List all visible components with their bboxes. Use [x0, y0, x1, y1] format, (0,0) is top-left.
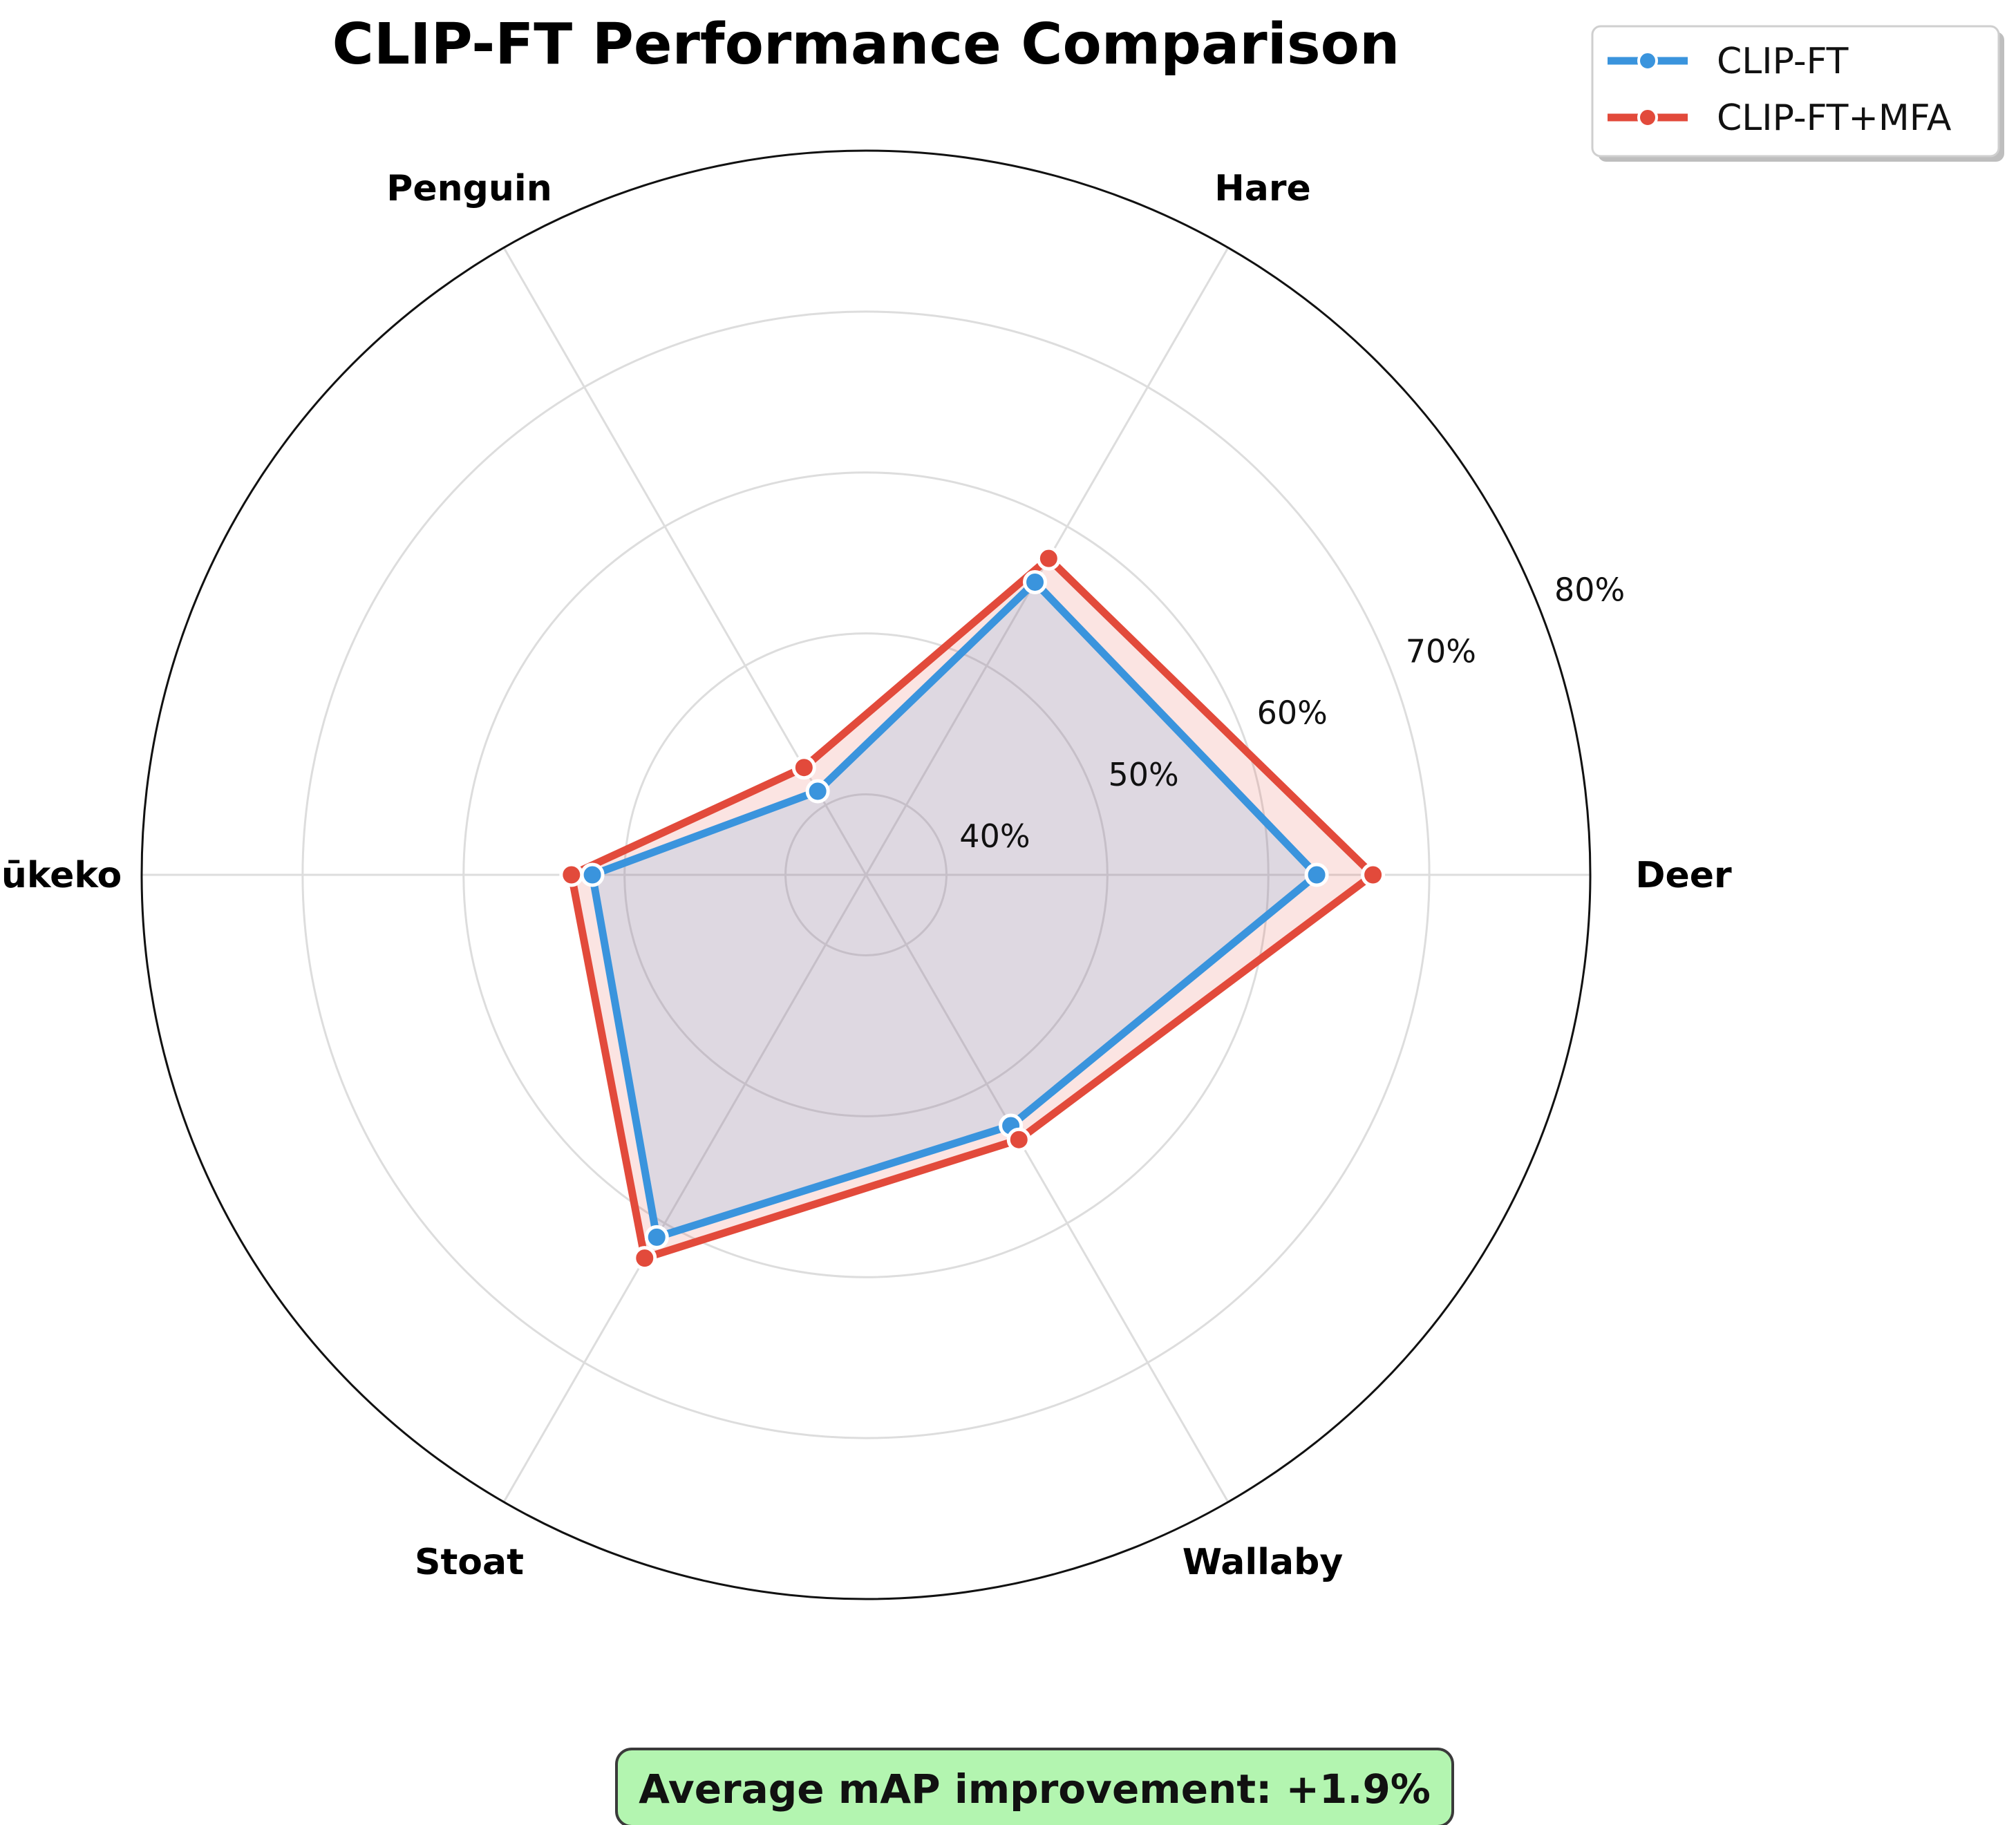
- radar-grid: [140, 149, 1592, 1600]
- legend-marker: [1637, 107, 1658, 128]
- series-fill: [592, 582, 1317, 1238]
- radar-series: [559, 546, 1386, 1271]
- annotation-text: Average mAP improvement: +1.9%: [639, 1766, 1431, 1813]
- chart-title: CLIP-FT Performance Comparison: [332, 12, 1400, 77]
- legend-marker: [1637, 50, 1658, 71]
- legend-label: CLIP-FT: [1717, 41, 1849, 82]
- category-label: Pūkeko: [0, 855, 122, 896]
- data-point: [580, 862, 605, 887]
- legend: CLIP-FT CLIP-FT+MFA: [1591, 25, 2004, 162]
- outer-circle: [140, 149, 1592, 1600]
- r-tick-label: 40%: [959, 817, 1030, 855]
- data-point: [644, 1224, 669, 1249]
- spoke-line: [865, 874, 1230, 1503]
- r-tick-label: 60%: [1257, 694, 1328, 732]
- data-point: [1036, 546, 1061, 571]
- category-label: Stoat: [415, 1542, 524, 1583]
- legend-label: CLIP-FT+MFA: [1717, 97, 1952, 139]
- data-point: [632, 1246, 657, 1271]
- radar-labels: Deer Hare Penguin Pūkeko Stoat Wallaby 40% 50% 6…: [0, 168, 1732, 1583]
- data-point: [805, 779, 830, 804]
- series-fill: [571, 558, 1373, 1258]
- r-tick-label: 70%: [1406, 633, 1476, 670]
- legend-box: [1591, 25, 2000, 158]
- category-label: Deer: [1635, 855, 1732, 896]
- data-point: [791, 755, 816, 780]
- data-point: [1023, 569, 1048, 594]
- r-tick-label: 50%: [1108, 756, 1178, 793]
- data-point: [1304, 862, 1329, 887]
- r-tick-label: 80%: [1554, 571, 1625, 608]
- category-label: Penguin: [386, 168, 552, 209]
- category-label: Hare: [1214, 168, 1311, 209]
- spoke-line: [502, 874, 867, 1503]
- data-point: [559, 862, 584, 887]
- annotation-box: [615, 1748, 1454, 1825]
- improvement-annotation: Average mAP improvement: +1.9%: [615, 1748, 1454, 1825]
- data-point: [1361, 862, 1386, 887]
- category-label: Wallaby: [1183, 1542, 1343, 1583]
- data-point: [1006, 1127, 1031, 1152]
